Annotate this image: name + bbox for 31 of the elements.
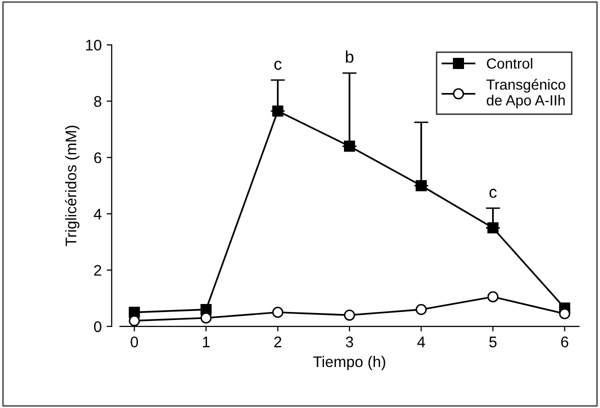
y-tick-label: 4 <box>94 208 102 220</box>
x-tick-label: 6 <box>561 336 568 348</box>
point <box>344 140 356 152</box>
x-tick-label: 0 <box>130 336 138 348</box>
point <box>344 310 356 321</box>
y-axis-title: Triglicéridos (mM) <box>64 126 80 246</box>
y-tick-label: 6 <box>94 152 102 164</box>
x-tick-label: 3 <box>346 336 354 348</box>
point <box>200 312 212 324</box>
point <box>487 291 498 302</box>
y-tick-label: 2 <box>94 264 102 276</box>
x-tick-label: 4 <box>417 336 426 348</box>
x-axis-title: Tiempo (h) <box>313 356 386 370</box>
point <box>416 304 427 316</box>
y-tick-label: 10 <box>86 40 102 51</box>
x-tick-label: 1 <box>202 336 210 348</box>
legend-label: Transgénico de Apo A-IIh <box>486 78 566 108</box>
annotation: b <box>346 50 354 63</box>
annotation: c <box>274 60 282 70</box>
annotation: c <box>489 188 497 198</box>
point <box>416 180 427 192</box>
x-tick-label: 2 <box>274 336 282 348</box>
legend-label: Control <box>486 58 532 69</box>
y-tick-label: 8 <box>94 96 102 107</box>
point <box>487 222 498 234</box>
y-tick-label: 0 <box>94 321 102 332</box>
point <box>272 306 284 318</box>
point <box>559 308 570 320</box>
point <box>128 315 140 326</box>
x-tick-label: 5 <box>489 336 497 348</box>
point <box>272 105 284 117</box>
